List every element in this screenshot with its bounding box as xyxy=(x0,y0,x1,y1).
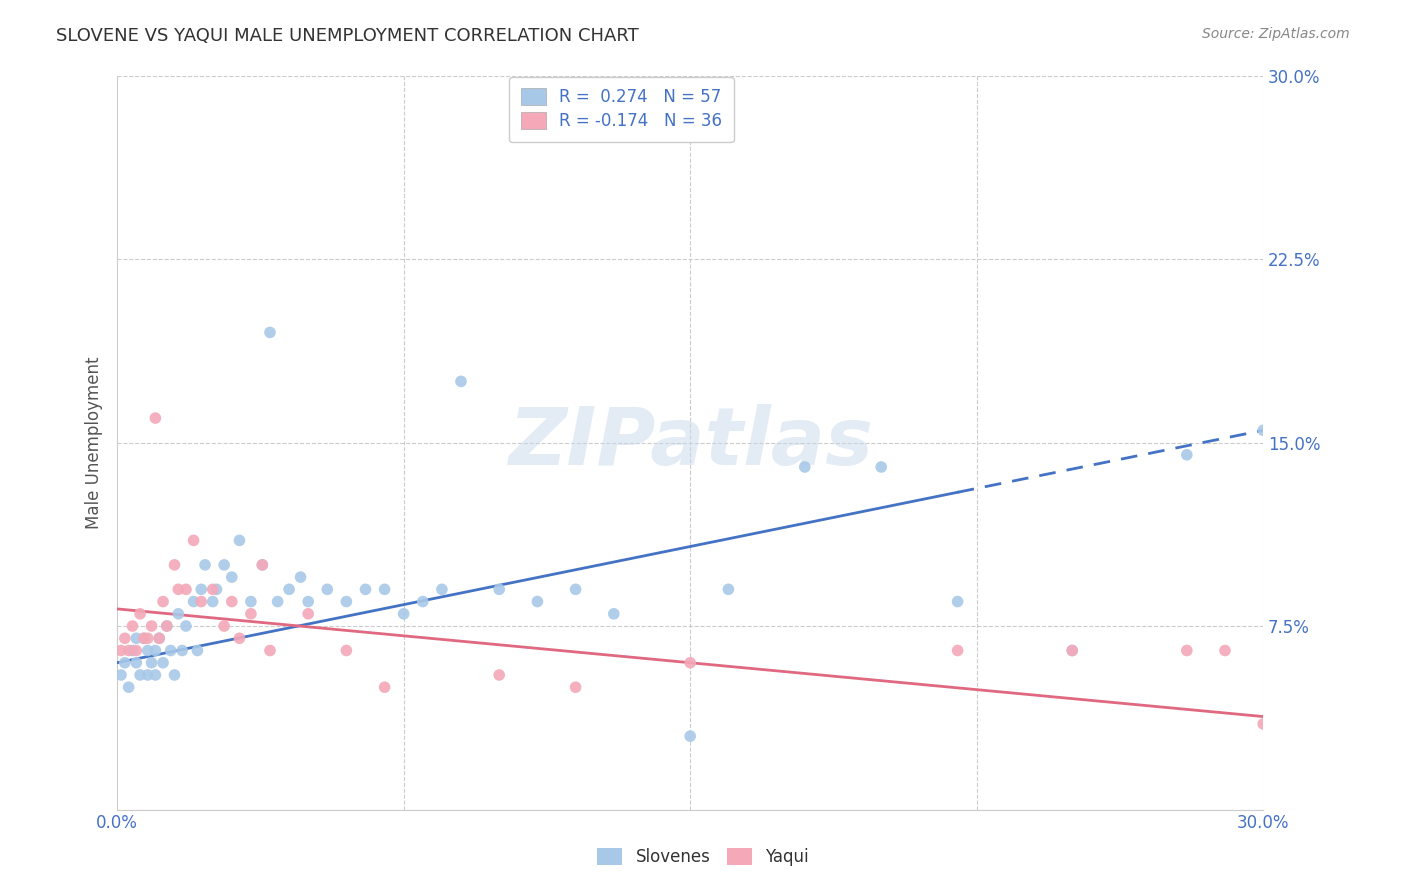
Point xyxy=(163,558,186,572)
Point xyxy=(946,643,969,657)
Point xyxy=(1175,448,1198,462)
Point xyxy=(110,668,132,682)
Legend: Slovenes, Yaqui: Slovenes, Yaqui xyxy=(589,840,817,875)
Point xyxy=(1213,643,1236,657)
Point xyxy=(125,643,148,657)
Point xyxy=(239,607,262,621)
Point xyxy=(259,326,281,340)
Point xyxy=(194,558,217,572)
Point xyxy=(212,619,235,633)
Point xyxy=(297,607,319,621)
Point xyxy=(174,582,197,597)
Point xyxy=(118,680,141,694)
Point xyxy=(526,594,548,608)
Point xyxy=(129,668,152,682)
Point xyxy=(412,594,434,608)
Point xyxy=(392,607,415,621)
Point xyxy=(374,680,396,694)
Point xyxy=(145,643,167,657)
Legend: R =  0.274   N = 57, R = -0.174   N = 36: R = 0.274 N = 57, R = -0.174 N = 36 xyxy=(509,77,734,142)
Point xyxy=(121,619,143,633)
Point xyxy=(335,594,357,608)
Point xyxy=(239,594,262,608)
Point xyxy=(297,594,319,608)
Point xyxy=(163,668,186,682)
Point xyxy=(228,533,250,548)
Point xyxy=(167,582,190,597)
Point xyxy=(174,619,197,633)
Point xyxy=(221,570,243,584)
Point xyxy=(430,582,453,597)
Point xyxy=(129,607,152,621)
Point xyxy=(679,656,702,670)
Point xyxy=(679,729,702,743)
Point xyxy=(183,594,205,608)
Point xyxy=(717,582,740,597)
Point xyxy=(793,460,815,475)
Point xyxy=(1175,643,1198,657)
Point xyxy=(564,680,586,694)
Point xyxy=(1251,423,1274,437)
Point xyxy=(1251,717,1274,731)
Point xyxy=(110,643,132,657)
Point xyxy=(132,632,155,646)
Point xyxy=(564,582,586,597)
Point xyxy=(488,582,510,597)
Point xyxy=(870,460,893,475)
Point xyxy=(156,619,179,633)
Point xyxy=(156,619,179,633)
Point xyxy=(145,668,167,682)
Point xyxy=(141,656,163,670)
Point xyxy=(152,656,174,670)
Point xyxy=(136,668,159,682)
Point xyxy=(125,656,148,670)
Point xyxy=(259,643,281,657)
Point xyxy=(118,643,141,657)
Text: ZIPatlas: ZIPatlas xyxy=(508,403,873,482)
Point xyxy=(374,582,396,597)
Point xyxy=(603,607,626,621)
Point xyxy=(201,582,224,597)
Point xyxy=(136,632,159,646)
Point xyxy=(132,632,155,646)
Point xyxy=(354,582,377,597)
Point xyxy=(190,582,212,597)
Text: SLOVENE VS YAQUI MALE UNEMPLOYMENT CORRELATION CHART: SLOVENE VS YAQUI MALE UNEMPLOYMENT CORRE… xyxy=(56,27,638,45)
Point xyxy=(278,582,301,597)
Point xyxy=(252,558,274,572)
Point xyxy=(1062,643,1084,657)
Y-axis label: Male Unemployment: Male Unemployment xyxy=(86,356,103,529)
Point xyxy=(121,643,143,657)
Point xyxy=(1062,643,1084,657)
Point xyxy=(152,594,174,608)
Point xyxy=(335,643,357,657)
Point xyxy=(125,632,148,646)
Point xyxy=(946,594,969,608)
Point xyxy=(159,643,181,657)
Text: Source: ZipAtlas.com: Source: ZipAtlas.com xyxy=(1202,27,1350,41)
Point xyxy=(148,632,170,646)
Point xyxy=(252,558,274,572)
Point xyxy=(221,594,243,608)
Point xyxy=(114,656,136,670)
Point xyxy=(145,411,167,425)
Point xyxy=(266,594,288,608)
Point xyxy=(201,594,224,608)
Point xyxy=(186,643,208,657)
Point xyxy=(141,619,163,633)
Point xyxy=(136,643,159,657)
Point xyxy=(316,582,339,597)
Point xyxy=(183,533,205,548)
Point xyxy=(450,375,472,389)
Point xyxy=(167,607,190,621)
Point xyxy=(488,668,510,682)
Point xyxy=(212,558,235,572)
Point xyxy=(290,570,312,584)
Point xyxy=(148,632,170,646)
Point xyxy=(172,643,194,657)
Point xyxy=(190,594,212,608)
Point xyxy=(205,582,228,597)
Point xyxy=(228,632,250,646)
Point xyxy=(114,632,136,646)
